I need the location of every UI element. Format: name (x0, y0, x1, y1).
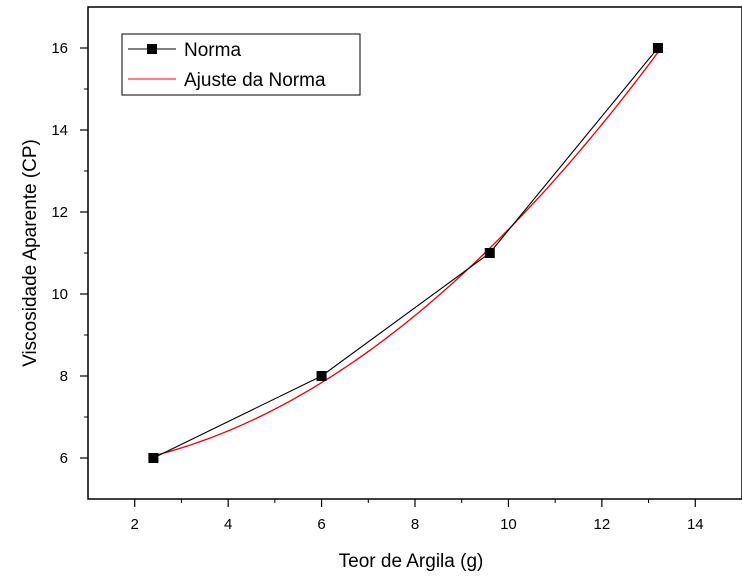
y-axis-title: Viscosidade Aparente (CP) (20, 139, 41, 367)
x-tick-label: 8 (411, 516, 419, 533)
y-tick-label: 14 (51, 122, 68, 139)
y-tick-label: 6 (60, 450, 68, 467)
series-line-ajuste-da-norma (153, 51, 659, 457)
legend-label-ajuste: Ajuste da Norma (184, 70, 326, 91)
y-tick-label: 12 (51, 204, 68, 221)
x-tick-label: 4 (224, 516, 232, 533)
data-point-norma (148, 453, 159, 463)
legend-label-norma: Norma (184, 40, 241, 61)
x-tick-label: 6 (317, 516, 325, 533)
data-point-norma (316, 371, 327, 381)
series-layer (148, 43, 663, 463)
y-axis-ticks: 6 8 10 12 14 16 (51, 40, 88, 467)
y-tick-label: 10 (51, 286, 68, 303)
legend-box (121, 33, 361, 96)
x-tick-label: 2 (131, 516, 139, 533)
x-tick-label: 10 (500, 516, 517, 533)
y-tick-label: 16 (51, 40, 68, 57)
data-point-norma (652, 43, 663, 53)
series-line-norma (153, 47, 659, 459)
legend: Norma Ajuste da Norma (121, 33, 361, 96)
x-tick-label: 12 (594, 516, 611, 533)
x-axis-title: Teor de Argila (g) (339, 551, 484, 572)
y-tick-label: 8 (60, 368, 68, 385)
x-axis-ticks: 2 4 6 8 10 12 14 (131, 499, 704, 533)
x-tick-label: 14 (687, 516, 704, 533)
legend-marker-norma (147, 44, 157, 54)
data-point-norma (484, 248, 495, 258)
